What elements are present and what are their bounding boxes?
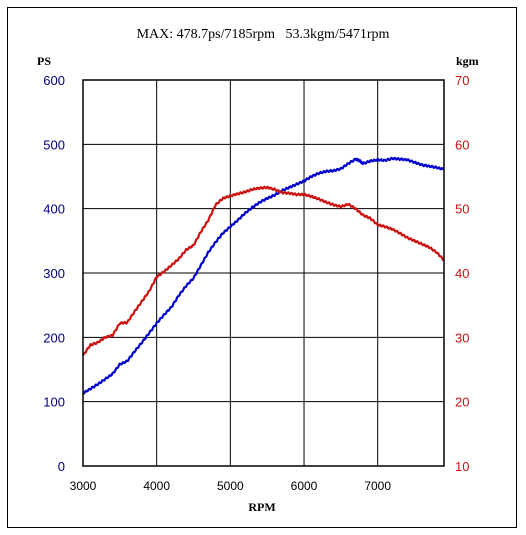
x-tick-label: 3000 [70, 479, 97, 493]
y-right-tick-label: 40 [455, 266, 469, 281]
y-right-tick-label: 70 [455, 73, 469, 88]
y-right-tick-label: 60 [455, 137, 469, 152]
y-right-tick-label: 10 [455, 459, 469, 474]
dyno-chart: MAX: 478.7ps/7185rpm 53.3kgm/5471rpm PS … [37, 27, 479, 514]
y-left-tick-label: 400 [43, 202, 65, 217]
x-tick-label: 4000 [143, 479, 170, 493]
y-right-tick-label: 30 [455, 330, 469, 345]
power-curve-line [82, 156, 445, 395]
plot-area-border [82, 79, 445, 467]
chart-frame: MAX: 478.7ps/7185rpm 53.3kgm/5471rpm PS … [7, 7, 517, 528]
left-axis-unit-label: PS [37, 54, 51, 68]
y-left-tick-label: 0 [58, 459, 65, 474]
tick-labels: 3000 4000 5000 6000 7000 0 100 200 300 400 500 600 1… [43, 73, 469, 493]
y-right-tick-label: 20 [455, 395, 469, 410]
series-lines [81, 156, 445, 395]
x-axis-label: RPM [248, 500, 275, 514]
chart-title: MAX: 478.7ps/7185rpm 53.3kgm/5471rpm [137, 27, 390, 42]
y-left-tick-label: 100 [43, 395, 65, 410]
grid [83, 80, 444, 466]
right-axis-unit-label: kgm [456, 54, 479, 68]
y-left-tick-label: 500 [43, 137, 65, 152]
y-right-tick-label: 50 [455, 202, 469, 217]
torque-curve-line [81, 185, 445, 356]
y-left-tick-label: 600 [43, 73, 65, 88]
x-tick-label: 5000 [217, 479, 244, 493]
x-tick-label: 7000 [364, 479, 391, 493]
y-left-tick-label: 300 [43, 266, 65, 281]
y-left-tick-label: 200 [43, 330, 65, 345]
x-tick-label: 6000 [291, 479, 318, 493]
